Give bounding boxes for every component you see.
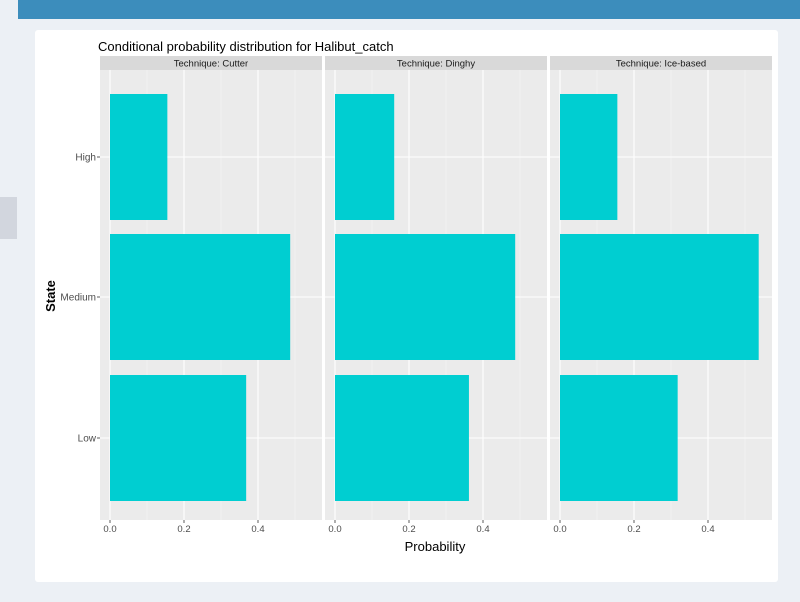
x-tick-label: 0.4 [476,524,489,535]
facet-panel: Technique: Ice-based 0.0 0.2 0.4 [550,56,772,535]
x-tick-label: 0.0 [328,524,341,535]
top-header-bar [18,0,800,19]
bar-high [560,94,618,220]
bar-high [110,94,168,220]
chart-card: Conditional probability distribution for… [35,30,778,582]
facet-strip-label: Technique: Cutter [174,59,248,70]
facet-strip-label: Technique: Ice-based [616,59,706,70]
y-tick-label: High [75,153,96,164]
chart-svg: Conditional probability distribution for… [43,39,772,554]
facet-strip [325,56,547,70]
bar-low [335,375,469,501]
y-axis-label: State [43,280,58,312]
bar-low [110,375,247,501]
x-tick-label: 0.4 [701,524,714,535]
x-tick-label: 0.2 [177,524,190,535]
chart-title: Conditional probability distribution for… [98,39,394,54]
y-tick-label: Medium [60,293,96,304]
x-tick-label: 0.2 [402,524,415,535]
facet-strip [550,56,772,70]
facet-panel: Technique: Cutter 0.0 0.2 0.4 [100,56,322,535]
sidebar-collapsed-panel [0,197,17,239]
bar-high [335,94,395,220]
facet-strip [100,56,322,70]
bar-medium [560,234,759,360]
bar-medium [335,234,516,360]
x-axis-label: Probability [405,539,466,554]
x-tick-label: 0.0 [553,524,566,535]
x-tick-label: 0.0 [103,524,116,535]
bar-low [560,375,678,501]
bar-medium [110,234,291,360]
x-tick-label: 0.2 [627,524,640,535]
x-tick-label: 0.4 [251,524,264,535]
facet-strip-label: Technique: Dinghy [397,59,475,70]
y-tick-label: Low [78,434,97,445]
facet-panel: Technique: Dinghy 0.0 0.2 0.4 [325,56,547,535]
